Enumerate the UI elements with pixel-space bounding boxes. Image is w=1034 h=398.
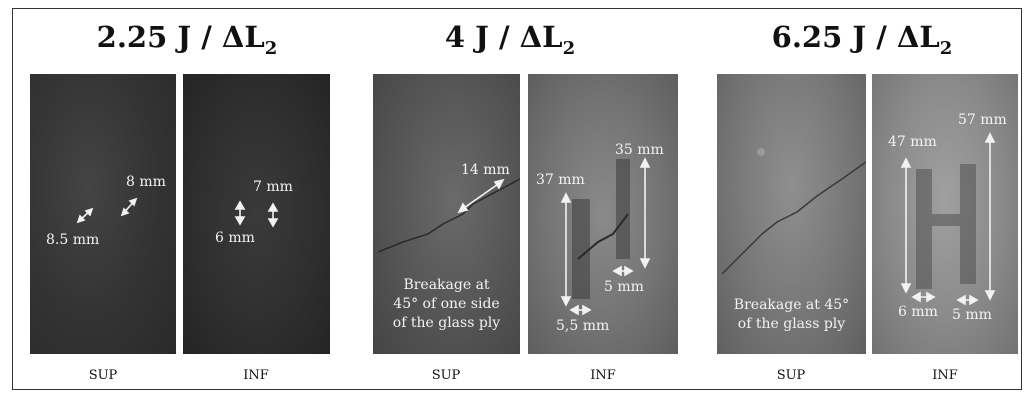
title-energy: 2.25 J <box>96 20 192 54</box>
measurement-label: 6 mm <box>215 230 255 246</box>
photo-6-25j-sup: Breakage at 45° of the glass ply <box>717 74 866 354</box>
group-title-3: 6.25 J / ΔL2 <box>742 20 982 59</box>
crack-and-arrows <box>377 178 520 253</box>
measurement-label: 5 mm <box>604 279 644 295</box>
title-separator: / ΔL <box>488 20 563 54</box>
breakage-note: Breakage at 45° of the glass ply <box>717 296 866 334</box>
breakage-note: Breakage at 45° of one side of the glass… <box>373 276 520 333</box>
measurement-arrows <box>234 200 279 228</box>
measurement-label: 47 mm <box>888 134 937 150</box>
measurement-label: 5 mm <box>952 307 992 323</box>
photo-6-25j-inf: 47 mm 57 mm 6 mm 5 mm <box>872 74 1018 354</box>
note-line: Breakage at 45° <box>733 297 850 313</box>
photo-4j-sup: 14 mm Breakage at 45° of one side of the… <box>373 74 520 354</box>
measurement-label: 57 mm <box>958 112 1007 128</box>
measurement-label: 8.5 mm <box>46 232 100 248</box>
measurement-label: 8 mm <box>126 174 166 190</box>
title-separator: / ΔL <box>866 20 940 54</box>
measurement-label: 7 mm <box>253 179 293 195</box>
caption-sup: SUP <box>88 368 118 383</box>
measurement-label: 5,5 mm <box>556 318 610 334</box>
caption-sup: SUP <box>776 368 806 383</box>
measurement-arrows <box>76 197 138 224</box>
photo-4j-inf: 37 mm 35 mm 5 mm 5,5 mm <box>528 74 678 354</box>
caption-inf: INF <box>590 368 616 383</box>
title-separator: / ΔL <box>191 20 265 54</box>
group-title-1: 2.25 J / ΔL2 <box>72 20 302 59</box>
title-subscript: 2 <box>264 37 278 59</box>
caption-inf: INF <box>932 368 958 383</box>
title-subscript: 2 <box>562 37 576 59</box>
measurement-label: 35 mm <box>615 142 664 158</box>
crack-and-arrows <box>560 157 651 316</box>
title-subscript: 2 <box>939 37 953 59</box>
measurement-label: 6 mm <box>898 304 938 320</box>
measurement-label: 37 mm <box>536 172 585 188</box>
note-line: of the glass ply <box>737 316 846 332</box>
note-line: Breakage at <box>403 277 490 293</box>
measurement-label: 14 mm <box>461 162 510 178</box>
caption-inf: INF <box>243 368 269 383</box>
photo-2-25j-sup: 8.5 mm 8 mm <box>30 74 176 354</box>
title-energy: 6.25 J <box>771 20 867 54</box>
note-line: of the glass ply <box>392 315 501 331</box>
crack-and-arrows <box>900 132 996 306</box>
group-title-2: 4 J / ΔL2 <box>410 20 610 59</box>
photo-2-25j-inf: 7 mm 6 mm <box>183 74 330 354</box>
crack <box>721 148 866 275</box>
note-line: 45° of one side <box>393 296 500 312</box>
caption-sup: SUP <box>431 368 461 383</box>
title-energy: 4 J <box>444 20 489 54</box>
